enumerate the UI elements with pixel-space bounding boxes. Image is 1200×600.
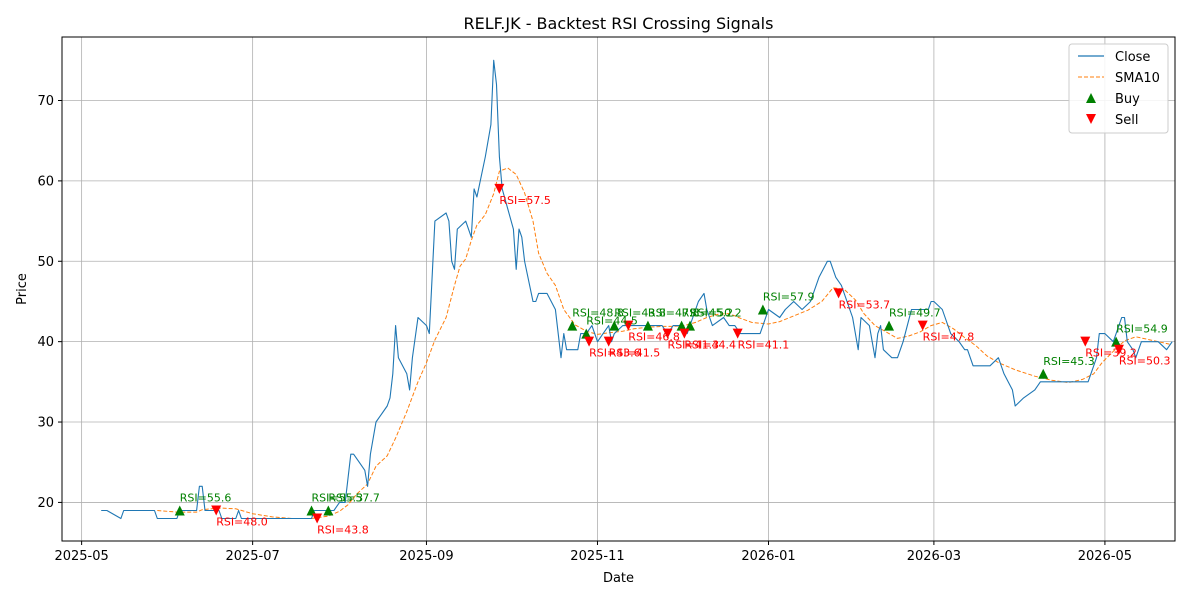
legend-sell-label: Sell xyxy=(1115,113,1138,128)
buy-rsi-label: RSI=49.7 xyxy=(889,307,941,320)
sell-marker xyxy=(211,505,222,516)
sell-rsi-label: RSI=43.8 xyxy=(317,523,369,536)
buy-marker xyxy=(884,320,895,331)
sell-marker xyxy=(312,513,323,524)
buy-rsi-label: RSI=43.8 xyxy=(614,307,666,320)
buy-rsi-label: RSI=47.8 xyxy=(648,307,700,320)
legend: Close SMA10 Buy Sell xyxy=(1068,43,1169,134)
plot-area xyxy=(61,36,1176,542)
sell-rsi-label: RSI=41.1 xyxy=(738,339,790,352)
buy-rsi-label: RSI=54.9 xyxy=(1116,323,1168,336)
y-tick-label: 70 xyxy=(37,94,54,109)
buy-marker xyxy=(757,304,768,315)
x-tick-label: 2025-09 xyxy=(399,549,453,564)
sell-marker xyxy=(623,320,634,331)
buy-rsi-label: RSI=55.3 xyxy=(312,491,364,504)
buy-rsi-label: RSI=57.7 xyxy=(328,491,380,504)
legend-sell-marker xyxy=(1086,114,1096,124)
signal-markers xyxy=(174,183,1124,524)
sell-rsi-label: RSI=44.4 xyxy=(684,339,736,352)
x-tick-label: 2026-01 xyxy=(741,549,795,564)
sma10-line xyxy=(157,167,1170,519)
buy-rsi-label: RSI=45.3 xyxy=(1043,355,1095,368)
sell-rsi-label: RSI=53.7 xyxy=(839,298,891,311)
sell-rsi-label: RSI=48.0 xyxy=(216,515,268,528)
grid xyxy=(62,37,1175,541)
legend-buy-marker xyxy=(1086,93,1096,103)
y-tick-label: 20 xyxy=(37,496,54,511)
buy-marker xyxy=(581,328,592,339)
chart-title: RELF.JK - Backtest RSI Crossing Signals xyxy=(464,14,774,33)
sell-marker xyxy=(732,328,743,339)
buy-marker xyxy=(174,505,185,516)
sell-rsi-label: RSI=46.8 xyxy=(628,331,680,344)
sell-marker xyxy=(1113,344,1124,355)
sell-marker xyxy=(494,183,505,194)
y-tick-label: 40 xyxy=(37,335,54,350)
buy-marker xyxy=(684,320,695,331)
sell-marker xyxy=(662,328,673,339)
sell-marker xyxy=(679,328,690,339)
sell-marker xyxy=(1080,336,1091,347)
buy-rsi-label: RSI=50.2 xyxy=(690,307,742,320)
buy-rsi-label: RSI=45.2 xyxy=(682,307,734,320)
buy-marker xyxy=(642,320,653,331)
y-tick-label: 50 xyxy=(37,255,54,270)
y-tick-label: 30 xyxy=(37,416,54,431)
sell-marker xyxy=(584,336,595,347)
legend-close-label: Close xyxy=(1115,50,1150,65)
buy-rsi-label: RSI=44.5 xyxy=(586,315,638,328)
y-axis-label: Price xyxy=(15,273,30,305)
buy-marker xyxy=(1111,336,1122,347)
sell-marker xyxy=(917,320,928,331)
legend-box xyxy=(1068,43,1169,134)
axis-ticks: 2025-05 2025-07 2025-09 2025-11 2026-01 2026-… xyxy=(37,94,1132,564)
x-tick-label: 2025-05 xyxy=(54,549,108,564)
sell-rsi-label: RSI=41.5 xyxy=(609,347,661,360)
sell-rsi-label: RSI=47.8 xyxy=(923,331,975,344)
x-tick-label: 2026-05 xyxy=(1078,549,1132,564)
buy-marker xyxy=(567,320,578,331)
sell-rsi-label: RSI=50.3 xyxy=(1119,355,1171,368)
x-tick-label: 2025-07 xyxy=(225,549,279,564)
sell-rsi-label: RSI=41.3 xyxy=(668,339,720,352)
buy-marker xyxy=(609,320,620,331)
x-tick-label: 2026-03 xyxy=(907,549,961,564)
legend-buy-label: Buy xyxy=(1115,92,1140,107)
buy-rsi-label: RSI=57.9 xyxy=(763,290,815,303)
buy-marker xyxy=(306,505,317,516)
sell-rsi-label: RSI=39.2 xyxy=(1085,347,1137,360)
x-tick-label: 2025-11 xyxy=(570,549,624,564)
sell-rsi-label: RSI=57.5 xyxy=(499,194,551,207)
y-tick-label: 60 xyxy=(37,174,54,189)
sma10-series xyxy=(157,167,1170,519)
sell-rsi-label: RSI=43.6 xyxy=(589,347,641,360)
x-axis-label: Date xyxy=(603,571,634,586)
buy-marker xyxy=(676,320,687,331)
legend-sma10-label: SMA10 xyxy=(1115,71,1160,86)
sell-marker xyxy=(833,288,844,299)
buy-rsi-label: RSI=48.8 xyxy=(572,307,624,320)
sell-marker xyxy=(603,336,614,347)
buy-marker xyxy=(1038,368,1049,379)
buy-rsi-label: RSI=55.6 xyxy=(180,491,232,504)
buy-marker xyxy=(323,505,334,516)
